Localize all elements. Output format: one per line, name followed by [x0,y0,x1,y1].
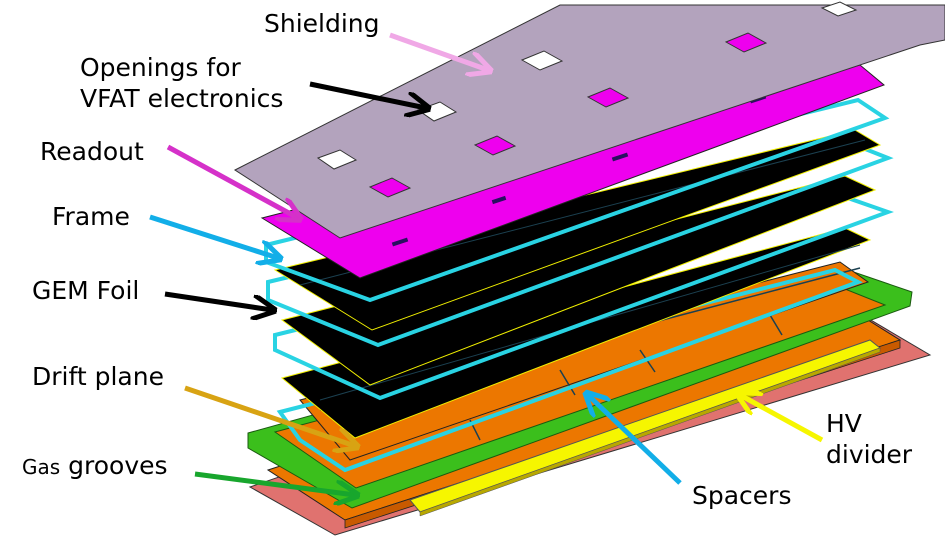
label-shielding: Shielding [264,9,380,38]
arrow-hv-divider [740,395,824,443]
frame-bottom [276,267,863,473]
label-hv-line2: divider [826,440,913,469]
label-readout: Readout [40,137,144,166]
label-openings-line2: VFAT electronics [80,84,284,113]
shielding-window-4 [724,32,768,53]
label-spacers: Spacers [692,481,792,510]
arrow-openings [309,81,426,108]
arrow-spacers [588,395,682,485]
shielding-window-3 [586,87,630,108]
shielding-plate [233,4,945,239]
gem-foil-3 [280,227,872,439]
readout-slot-2 [611,152,629,162]
shielding-slot-1 [491,195,507,205]
shielding-opening-1 [316,149,358,170]
readout-slot-1 [391,237,409,247]
arrow-frame [149,214,278,258]
label-gas-grooves: Gas grooves [22,453,168,478]
label-openings-line1: Openings for [80,53,241,82]
arrow-shielding [389,32,488,70]
label-gem-foil: GEM Foil [32,276,140,305]
label-gas-prefix: Gas [22,455,61,479]
shielding-window-1 [368,177,412,198]
arrow-drift-plane [184,385,355,446]
label-gas-rest: grooves [60,451,168,480]
label-hv-line1: HV [826,409,862,438]
spacer-line-5 [769,314,783,336]
arrow-gem-foil [164,291,272,310]
arrow-gas-grooves [194,471,355,495]
label-frame: Frame [52,202,130,231]
shielding-opening-4 [820,1,858,17]
shielding-opening-3 [520,50,564,71]
arrow-readout [166,144,298,218]
hv-divider-side [419,347,881,517]
shielding-window-2 [473,135,517,156]
label-drift-plane: Drift plane [32,362,164,391]
spacer-line-4 [559,369,576,396]
